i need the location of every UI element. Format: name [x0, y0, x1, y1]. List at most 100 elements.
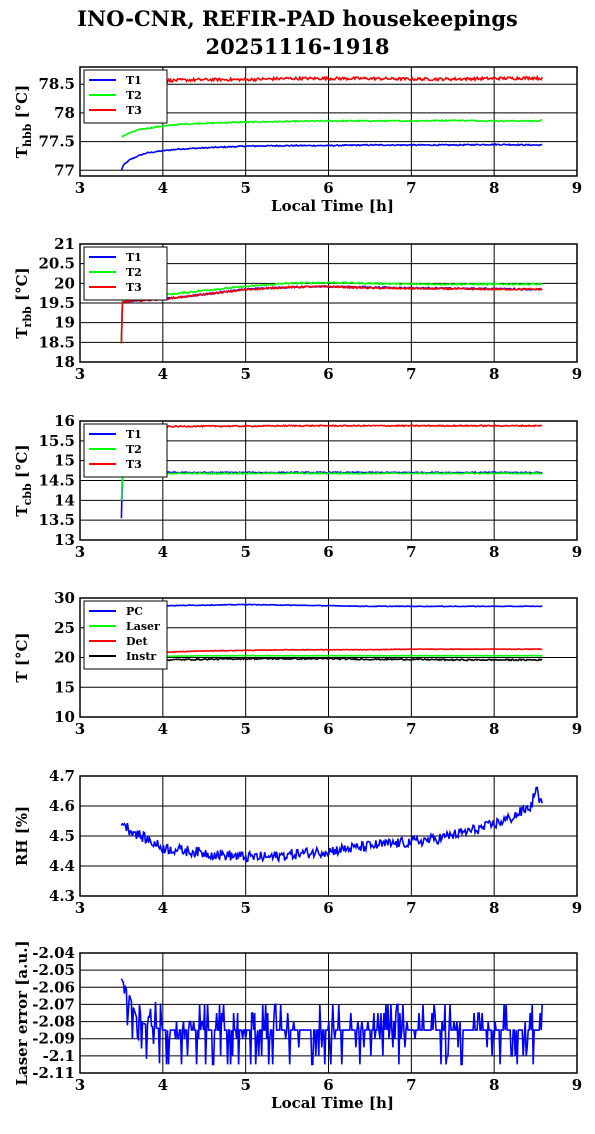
- x-axis-label: Local Time [h]: [271, 197, 394, 215]
- x-tick-label: 6: [323, 543, 333, 561]
- legend: PC Laser Det Instr: [83, 600, 168, 670]
- y-tick-label: 10: [54, 708, 75, 726]
- y-axis-label: Trbb [°C]: [13, 267, 34, 338]
- y-tick-label: 18.5: [38, 333, 75, 351]
- x-tick-label: 8: [489, 543, 499, 561]
- legend-box: [83, 423, 168, 478]
- x-tick-label: 7: [406, 720, 416, 738]
- legend-label-t2: T2: [126, 266, 142, 279]
- x-tick-label: 4: [158, 179, 168, 197]
- x-tick-label: 5: [240, 1076, 250, 1094]
- x-tick-label: 4: [158, 365, 168, 383]
- x-tick-label: 6: [323, 1076, 333, 1094]
- series-line-t3: [120, 424, 543, 429]
- x-tick-label: 6: [323, 899, 333, 917]
- y-tick-label: -2.04: [32, 944, 75, 962]
- y-tick-label: 78: [54, 104, 75, 122]
- chart-title: INO-CNR, REFIR-PAD housekeepings: [77, 6, 518, 31]
- y-tick-label: 15: [54, 678, 75, 696]
- series-line-det: [121, 647, 543, 655]
- plot-frame: [79, 775, 578, 897]
- y-tick-label: 14: [54, 491, 75, 509]
- series-line-t2: [120, 471, 543, 501]
- chart-subtitle: 20251116-1918: [205, 34, 390, 59]
- x-tick-label: 9: [572, 543, 582, 561]
- y-tick-label: 78.5: [38, 75, 75, 93]
- legend-label-t1: T1: [126, 74, 142, 87]
- legend-label-t1: T1: [126, 428, 142, 441]
- y-tick-label: 13.5: [38, 511, 75, 529]
- y-tick-label: -2.11: [32, 1064, 75, 1082]
- y-axis-label: T [°C]: [13, 632, 31, 682]
- x-tick-label: 7: [406, 365, 416, 383]
- legend-label-det: Det: [126, 635, 149, 648]
- chart-panel-4: 3 4 5 6 7 8 9 10 15 20 25 30 T [°C] PC Laser Det Instr: [13, 589, 582, 738]
- y-tick-label: 77: [54, 161, 75, 179]
- plot-frame: [79, 420, 578, 541]
- x-tick-label: 6: [323, 179, 333, 197]
- legend-label-laser: Laser: [126, 620, 160, 633]
- x-tick-label: 4: [158, 1076, 168, 1094]
- y-axis-label: RH [%]: [13, 806, 31, 866]
- y-tick-label: 25: [54, 619, 75, 637]
- x-tick-label: 9: [572, 899, 582, 917]
- plot-frame: [79, 597, 578, 718]
- y-tick-label: -2.1: [43, 1047, 75, 1065]
- x-tick-label: 7: [406, 179, 416, 197]
- x-axis-label: Local Time [h]: [271, 1094, 394, 1112]
- series-line-t2: [121, 118, 543, 138]
- legend: T1 T2 T3: [83, 423, 168, 478]
- plot-frame: [79, 243, 578, 363]
- x-tick-label: 7: [406, 1076, 416, 1094]
- plot-frame: [79, 66, 578, 177]
- y-tick-label: 18: [54, 353, 75, 371]
- y-tick-label: -2.05: [32, 961, 75, 979]
- legend-label-t1: T1: [126, 251, 142, 264]
- series-line-t1: [120, 470, 543, 519]
- legend-box: [83, 246, 168, 301]
- x-tick-label: 4: [158, 543, 168, 561]
- legend-box: [83, 69, 168, 124]
- x-tick-label: 7: [406, 543, 416, 561]
- x-tick-label: 3: [75, 543, 85, 561]
- y-tick-label: 30: [54, 589, 75, 607]
- legend: T1 T2 T3: [83, 246, 168, 301]
- x-tick-label: 9: [572, 1076, 582, 1094]
- legend-label-t2: T2: [126, 89, 142, 102]
- series-line-t2: [120, 280, 543, 343]
- legend-box: [83, 600, 168, 670]
- y-tick-label: 4.3: [49, 887, 75, 905]
- x-tick-label: 3: [75, 179, 85, 197]
- series-line-laser: [121, 654, 543, 659]
- x-tick-label: 6: [323, 365, 333, 383]
- legend-label-t3: T3: [126, 458, 142, 471]
- x-tick-label: 7: [406, 899, 416, 917]
- y-tick-label: 4.4: [49, 857, 75, 875]
- series-line-t1: [120, 284, 543, 343]
- x-tick-label: 3: [75, 720, 85, 738]
- chart-panel-5: 3 4 5 6 7 8 9 4.3 4.4 4.5 4.6 4.7 RH [%]: [13, 767, 582, 917]
- x-tick-label: 8: [489, 720, 499, 738]
- x-tick-label: 4: [158, 720, 168, 738]
- y-axis-label: Laser error [a.u.]: [13, 940, 31, 1085]
- y-tick-label: -2.09: [32, 1030, 75, 1048]
- series-line-data: [120, 978, 543, 1066]
- y-tick-label: 13: [54, 531, 75, 549]
- y-tick-label: 20: [54, 274, 75, 292]
- y-tick-label: 20.5: [38, 255, 75, 273]
- chart-panel-6: 3 4 5 6 7 8 9-2.11-2.1-2.09-2.08-2.07-2.06-2.0…: [13, 940, 582, 1112]
- x-tick-label: 5: [240, 899, 250, 917]
- y-axis-label: Tcbb [°C]: [13, 444, 34, 516]
- y-axis-label: Thbb [°C]: [13, 85, 34, 158]
- x-tick-label: 5: [240, 543, 250, 561]
- x-tick-label: 5: [240, 720, 250, 738]
- series-line-t3: [120, 74, 543, 85]
- series-line-data: [120, 786, 543, 864]
- x-tick-label: 3: [75, 365, 85, 383]
- y-tick-label: 21: [54, 235, 75, 253]
- y-tick-label: -2.06: [32, 978, 75, 996]
- x-tick-label: 3: [75, 899, 85, 917]
- x-tick-label: 9: [572, 720, 582, 738]
- y-tick-label: 15.5: [38, 432, 75, 450]
